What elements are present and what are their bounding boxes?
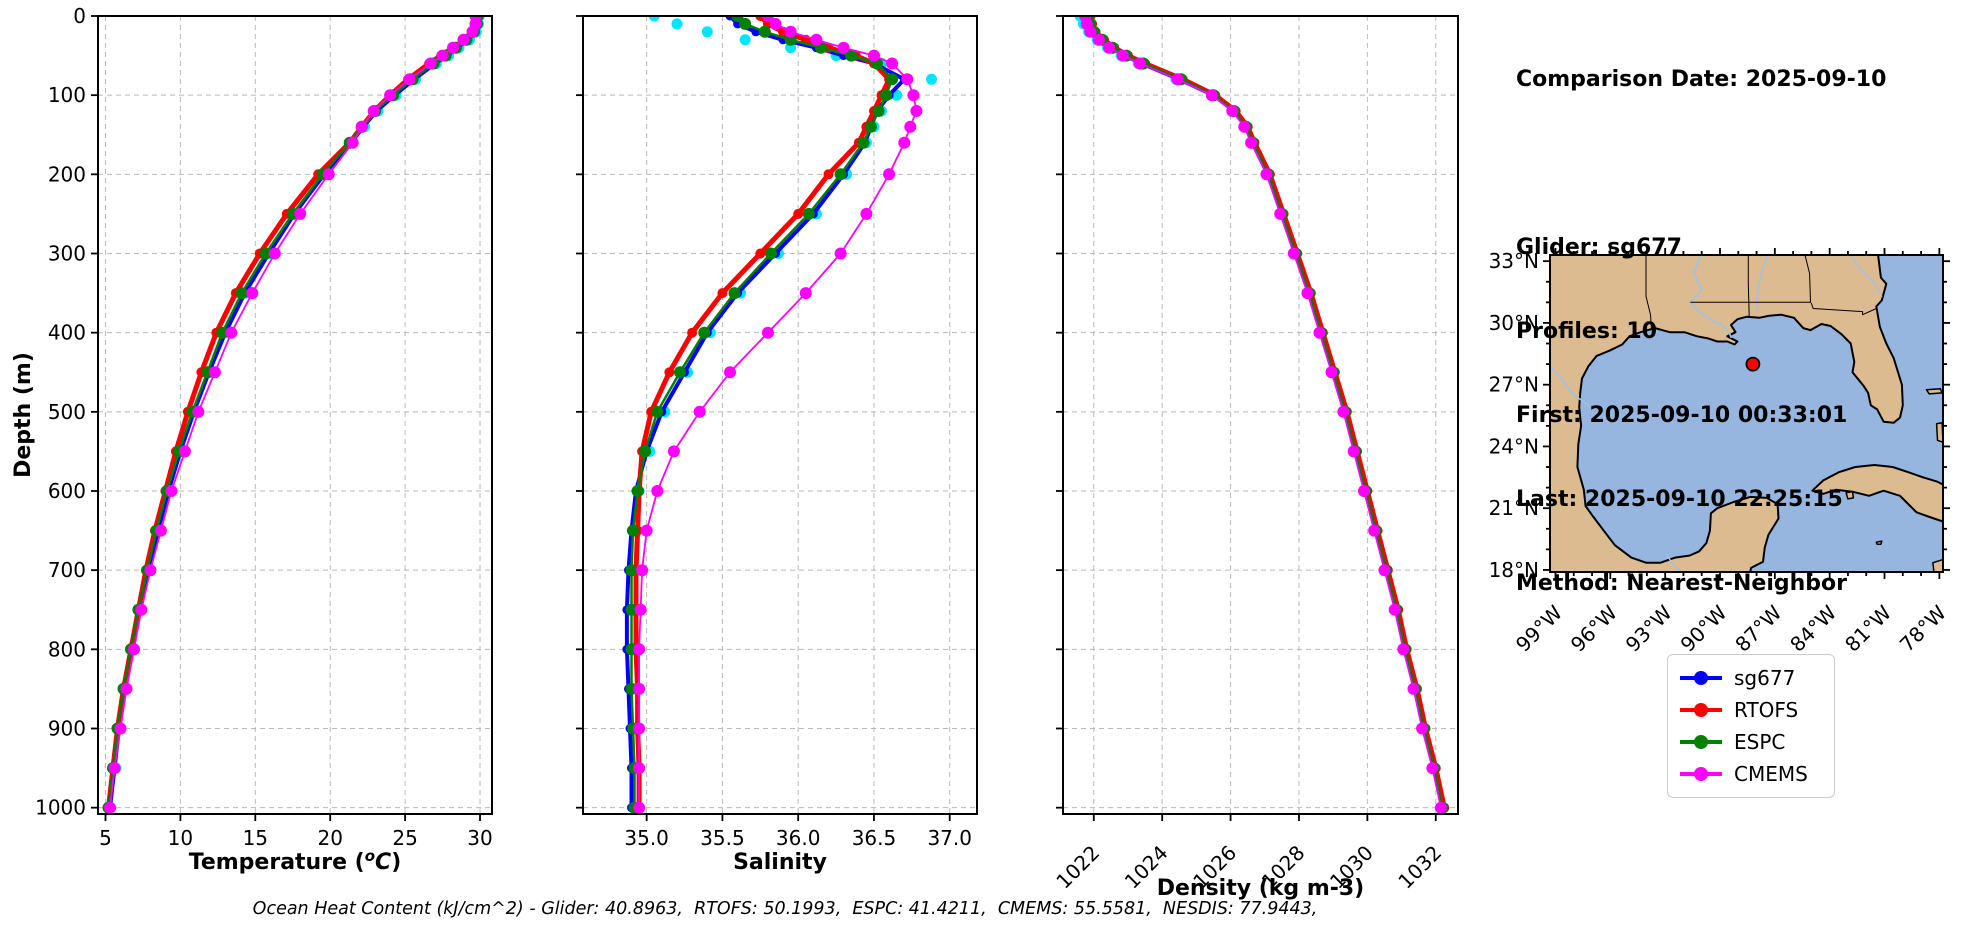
last-profile-text: Last: 2025-09-10 22:25:15 (1516, 487, 1843, 512)
info-panel: Comparison Date: 2025-09-10 Glider: sg67… (1516, 10, 1886, 654)
info-gap (1516, 150, 1886, 178)
legend-label: ESPC (1734, 730, 1786, 754)
legend-label: CMEMS (1734, 762, 1808, 786)
xlabel-density: Density (kg m-3) (1157, 876, 1365, 901)
land-cuba (1811, 464, 1943, 523)
svg-text:25: 25 (392, 826, 417, 850)
svg-text:100: 100 (48, 83, 86, 107)
first-profile-text: First: 2025-09-10 00:33:01 (1516, 403, 1848, 428)
ylabel-depth: Depth (m) (11, 352, 36, 478)
svg-text:800: 800 (48, 637, 86, 661)
map-lat-label: 27°N (1489, 373, 1539, 397)
svg-text:0: 0 (73, 4, 86, 28)
legend-item-cmems: CMEMS (1680, 758, 1824, 790)
series-cmems-density (1079, 16, 1447, 814)
svg-text:1022: 1022 (1051, 841, 1104, 894)
svg-text:35.0: 35.0 (624, 826, 669, 850)
map-lat-label: 21°N (1489, 496, 1539, 520)
svg-text:35.5: 35.5 (700, 826, 745, 850)
profiles-text: Profiles: 10 (1516, 319, 1658, 344)
svg-text:36.5: 36.5 (852, 826, 897, 850)
legend-item-rtofs: RTOFS (1680, 694, 1824, 726)
map-lon-label: 78°W (1895, 600, 1951, 656)
map-lat-label: 24°N (1489, 434, 1539, 458)
svg-text:700: 700 (48, 558, 86, 582)
svg-text:500: 500 (48, 400, 86, 424)
xlabel-temperature: Temperature (oC) (189, 847, 402, 875)
series-cmems-temperature (104, 16, 482, 814)
legend-item-sg677: sg677 (1680, 662, 1824, 694)
glider-location-marker (1745, 356, 1761, 372)
ohc-footer-text: Ocean Heat Content (kJ/cm^2) - Glider: 4… (252, 899, 1318, 919)
land-mainland (1550, 255, 1904, 572)
subplot-salinity: 35.0 35.5 36.0 36.5 37.0 Salinity (576, 15, 978, 875)
method-text: Method: Nearest-Neighbor (1516, 571, 1847, 596)
svg-text:10: 10 (168, 826, 193, 850)
svg-text:5: 5 (99, 826, 112, 850)
svg-text:1032: 1032 (1393, 841, 1446, 894)
svg-text:36.0: 36.0 (776, 826, 821, 850)
legend: sg677 RTOFS ESPC CMEMS (1667, 654, 1835, 798)
svg-text:900: 900 (48, 717, 86, 741)
subplot-temperature: 5 10 15 20 25 3001002003004005006007008009001… (11, 4, 493, 875)
legend-label: RTOFS (1734, 698, 1799, 722)
xlabel-salinity: Salinity (733, 850, 827, 875)
svg-text:600: 600 (48, 479, 86, 503)
land-cayman (1875, 540, 1883, 545)
land-andros (1935, 422, 1943, 444)
land-layer (1550, 255, 1943, 572)
svg-text:1000: 1000 (35, 796, 86, 820)
comparison-date-text: Comparison Date: 2025-09-10 (1516, 67, 1887, 92)
line-dot-marker-icon (1680, 767, 1722, 781)
legend-label: sg677 (1734, 666, 1796, 690)
svg-text:15: 15 (243, 826, 268, 850)
svg-text:30: 30 (467, 826, 492, 850)
series-cmems-salinity (633, 16, 923, 814)
legend-item-espc: ESPC (1680, 726, 1824, 758)
svg-text:20: 20 (317, 826, 342, 850)
land-isla-juventud (1845, 490, 1855, 500)
line-dot-marker-icon (1680, 735, 1722, 749)
glider-text: Glider: sg677 (1516, 235, 1682, 260)
svg-text:300: 300 (48, 242, 86, 266)
map-lat-label: 33°N (1489, 249, 1539, 273)
land-grand-bahama (1925, 388, 1943, 395)
line-dot-marker-icon (1680, 671, 1722, 685)
svg-text:400: 400 (48, 321, 86, 345)
line-dot-marker-icon (1680, 703, 1722, 717)
map-lat-label: 18°N (1489, 558, 1539, 582)
svg-text:200: 200 (48, 162, 86, 186)
map-lat-label: 30°N (1489, 311, 1539, 335)
svg-text:37.0: 37.0 (927, 826, 972, 850)
land-jamaica (1932, 558, 1943, 572)
map-frame (1549, 254, 1944, 573)
